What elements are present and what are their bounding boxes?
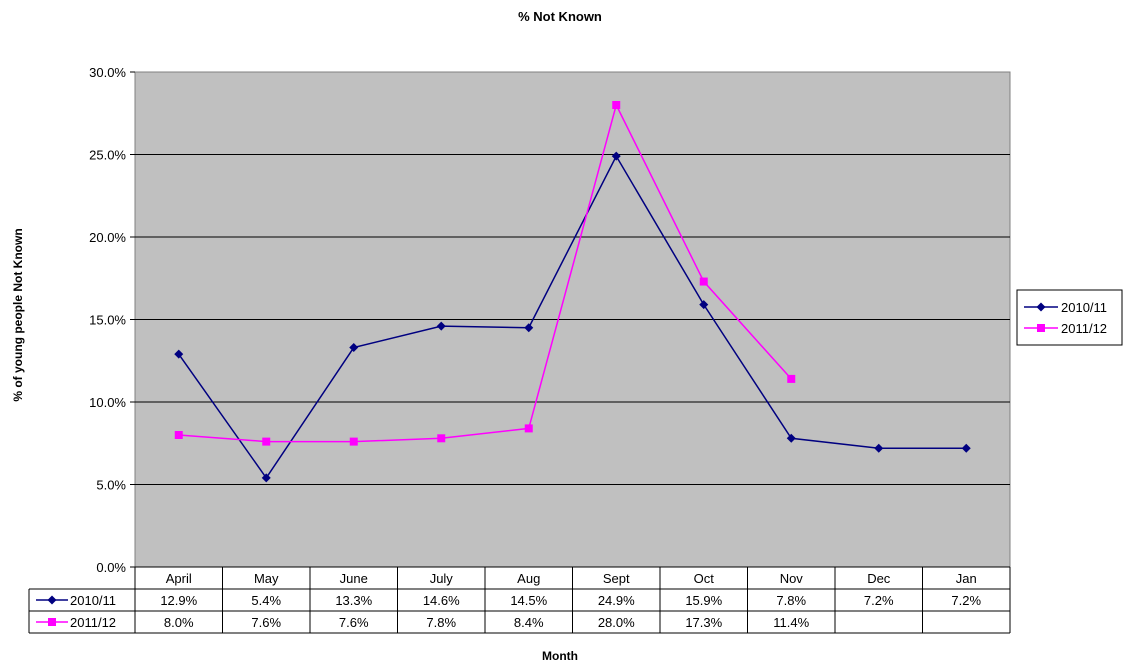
- table-value-cell: 24.9%: [598, 593, 635, 608]
- table-value-cell: 28.0%: [598, 615, 635, 630]
- legend: 2010/11 2011/12: [1016, 289, 1123, 346]
- data-point: [524, 323, 534, 333]
- series-line: [178, 102, 792, 443]
- data-point: [174, 349, 184, 359]
- x-category-label: July: [430, 571, 454, 586]
- x-axis-title: Month: [542, 649, 578, 663]
- table-value-cell: 14.6%: [423, 593, 460, 608]
- x-category-label: May: [254, 571, 279, 586]
- table-value-cell: 7.8%: [776, 593, 806, 608]
- table-value-cell: 8.4%: [514, 615, 544, 630]
- y-axis-title: % of young people Not Known: [11, 228, 25, 401]
- series-line: [178, 154, 967, 480]
- y-tick-label: 0.0%: [96, 560, 126, 575]
- legend-label: 2010/11: [1061, 300, 1107, 315]
- data-point: [874, 443, 884, 453]
- table-value-cell: 7.2%: [951, 593, 981, 608]
- table-value-cell: 8.0%: [164, 615, 194, 630]
- gridlines: [135, 154, 1010, 485]
- data-point: [436, 321, 446, 331]
- x-category-label: Dec: [867, 571, 891, 586]
- table-value-cell: 12.9%: [160, 593, 197, 608]
- chart-title: % Not Known: [518, 9, 602, 24]
- data-point: [699, 300, 709, 310]
- table-value-cell: 13.3%: [335, 593, 372, 608]
- data-point: [349, 343, 359, 353]
- series-lines: [174, 101, 971, 483]
- table-series-name: 2010/11: [70, 593, 116, 608]
- y-tick-label: 30.0%: [89, 65, 126, 80]
- y-tick-label: 25.0%: [89, 148, 126, 163]
- table-value-cell: 7.2%: [864, 593, 894, 608]
- data-point: [261, 473, 271, 483]
- table-value-cell: 7.6%: [339, 615, 369, 630]
- y-axis-ticks: 0.0% 5.0% 10.0% 15.0% 20.0% 25.0% 30.0%: [89, 65, 135, 575]
- table-value-cell: 17.3%: [685, 615, 722, 630]
- y-tick-label: 10.0%: [89, 395, 126, 410]
- x-category-label: Sept: [603, 571, 630, 586]
- table-series-name: 2011/12: [70, 615, 116, 630]
- table-value-cell: 15.9%: [685, 593, 722, 608]
- x-category-label: Aug: [517, 571, 540, 586]
- table-value-cell: 14.5%: [510, 593, 547, 608]
- data-point: [787, 374, 796, 383]
- x-category-label: April: [166, 571, 192, 586]
- table-value-cell: 7.8%: [426, 615, 456, 630]
- series-1: [174, 101, 796, 446]
- data-point: [524, 424, 533, 433]
- y-tick-label: 20.0%: [89, 230, 126, 245]
- data-point: [612, 101, 621, 109]
- legend-label: 2011/12: [1061, 321, 1107, 336]
- table-value-cell: 5.4%: [251, 593, 281, 608]
- data-point: [174, 431, 183, 439]
- y-tick-label: 5.0%: [96, 478, 126, 493]
- y-tick-label: 15.0%: [89, 313, 126, 328]
- legend-box: [1016, 289, 1123, 346]
- data-point: [611, 151, 621, 161]
- table-value-cell: 7.6%: [251, 615, 281, 630]
- x-category-label: Jan: [956, 571, 977, 586]
- data-point: [349, 437, 358, 446]
- table-series-key-marker: [48, 618, 56, 626]
- x-category-label: Nov: [780, 571, 804, 586]
- data-table: April May June July Aug Sept Oct Nov Dec Jan 2010/…: [28, 566, 1011, 634]
- x-category-label: June: [340, 571, 368, 586]
- legend-marker: [1036, 302, 1046, 312]
- series-0: [174, 151, 971, 483]
- data-point: [699, 277, 708, 286]
- data-point: [437, 434, 446, 443]
- data-point: [961, 443, 971, 453]
- legend-marker: [1037, 324, 1045, 332]
- data-point: [786, 433, 796, 443]
- table-series-key-marker: [47, 595, 57, 605]
- x-category-label: Oct: [694, 571, 715, 586]
- data-point: [262, 437, 271, 446]
- table-value-cell: 11.4%: [773, 615, 809, 630]
